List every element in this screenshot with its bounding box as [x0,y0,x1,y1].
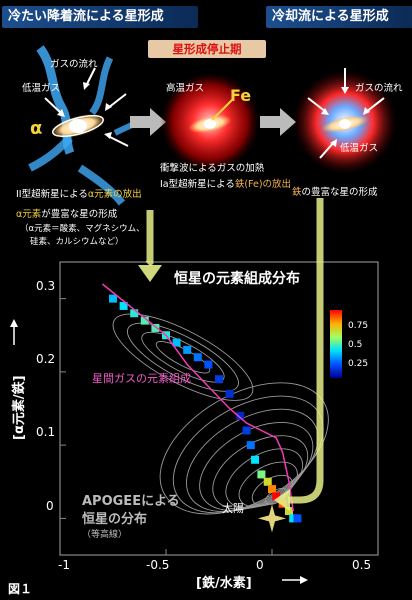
arrow-left-icon [274,489,290,511]
heatmap-cell [183,345,192,354]
heatmap-cell [257,470,266,479]
contour-line [126,322,239,392]
heatmap-cells [109,294,302,523]
header-left: 冷たい降着流による星形成 [2,6,198,28]
gas-track-label: 星間ガスの元素組成 [92,372,191,385]
panel2-caption-2: Ia型超新星による鉄(Fe)の放出 [160,179,292,190]
heatmap-cell [289,514,298,523]
gas-flow-label-3: ガスの流れ [355,83,403,94]
panel2-caption-1: 衝撃波によるガスの加熱 [160,163,265,174]
apogee-label-1: APOGEEによる [82,494,180,509]
heatmap-cell [109,294,117,303]
heatmap-cell [172,338,181,347]
x-tick-label: -0.5 [146,558,170,572]
hot-gas-label: 高温ガス [166,83,205,94]
chart-frame [59,261,379,556]
apogee-label-2: 恒星の分布 [82,512,148,527]
sun-label: 太陽 [222,502,244,515]
panel3-caption: 鉄の豊富な星の形成 [292,187,378,198]
heatmap-cell [215,375,223,384]
x-axis-label: [鉄/水素] [196,576,252,591]
iron-star-arrow [288,198,324,504]
y-tick-label: 0.2 [36,352,56,366]
gas-abundance-track [101,283,294,512]
y-tick-label: 0 [46,499,54,513]
cold-gas-label-1: 低温ガス [22,83,61,94]
heatmap-cell [151,323,160,332]
y-axis-label: [α元素/鉄] [12,375,27,440]
apogee-label-3: （等高線） [82,530,128,540]
arrow-down-icon [138,265,162,282]
figure-label: 図１ [8,582,33,596]
heatmap-cell [236,411,245,420]
colorbar [330,310,342,378]
panel1-caption-2: α元素が豊富な星の形成 [16,209,118,220]
colorbar-tick: 0.25 [348,359,369,369]
x-tick-label: 0 [256,558,264,572]
contour-line [141,331,225,383]
heatmap-cell [251,455,260,464]
heatmap-cell [246,441,255,450]
heatmap-cell [272,492,281,501]
heatmap-cell [242,426,251,435]
heatmap-cell [130,309,139,318]
heatmap-cell [284,507,293,516]
sun-marker-icon [258,504,286,533]
illustration-panels [28,45,397,206]
gas-flow-label-1: ガスの流れ [50,59,98,70]
cooling-flow-galaxy [293,68,397,174]
contour-line [159,382,329,515]
heatmap-cell [268,485,276,494]
heatmap-cell [140,316,149,325]
heatmap-cell [119,301,128,310]
alpha-symbol: α [30,118,43,139]
y-tick-label: 0.1 [36,425,56,439]
alpha-star-arrow [145,210,154,267]
cold-accretion-galaxy [28,45,146,206]
heatmap-cell [204,360,213,369]
alpha-note-1: （α元素＝酸素、マグネシウム、 [20,224,145,234]
fe-symbol: Fe [230,86,252,105]
x-tick-label: 0.5 [352,558,372,572]
heatmap-cell [293,514,302,523]
arrow-right-icon [130,108,166,136]
x-tick-label: -1 [58,558,70,572]
alpha-note-2: 硅素、カルシウムなど） [30,237,124,247]
quench-phase-label: 星形成停止期 [148,40,266,58]
cold-gas-label-3: 低温ガス [340,143,379,154]
heatmap-cell [193,353,202,362]
contour-line [112,313,254,401]
header-right: 冷却流による星形成 [266,6,412,28]
colorbar-tick: 0.75 [348,321,369,331]
heatmap-cell [225,389,234,398]
chart-title: 恒星の元素組成分布 [174,271,300,287]
heatmap-cell [263,477,272,486]
hot-gas-galaxy [160,72,260,172]
y-tick-label: 0.3 [36,279,56,293]
panel1-caption-1: II型超新星によるα元素の放出 [16,189,142,200]
arrow-right-icon [260,108,296,136]
colorbar-tick: 0.5 [348,340,363,350]
